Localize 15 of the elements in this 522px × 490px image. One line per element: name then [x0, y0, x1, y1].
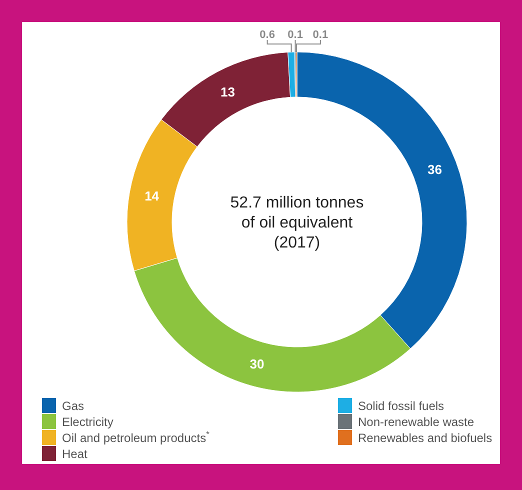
legend-label: Oil and petroleum products$^{*}$ — [62, 429, 210, 446]
text: 52.7 million tonnes of oil equivalent (2017) — [230, 194, 364, 252]
data-label: 0.6 — [260, 29, 275, 41]
data-label: 0.1 — [288, 29, 303, 41]
data-label: 30 — [250, 356, 264, 372]
data-label: 14 — [144, 188, 160, 204]
legend-label: Non-renewable waste — [358, 415, 474, 430]
data-label: 13 — [220, 84, 235, 100]
legend-label: Electricity — [62, 415, 114, 430]
legend-label: Gas — [62, 399, 84, 414]
data-label: 0.1 — [312, 29, 328, 41]
legend-label: Solid fossil fuels — [358, 399, 444, 414]
legend-label: Heat — [62, 447, 88, 462]
data-label: 36 — [428, 162, 442, 177]
legend-label: Renewables and biofuels — [358, 431, 492, 446]
